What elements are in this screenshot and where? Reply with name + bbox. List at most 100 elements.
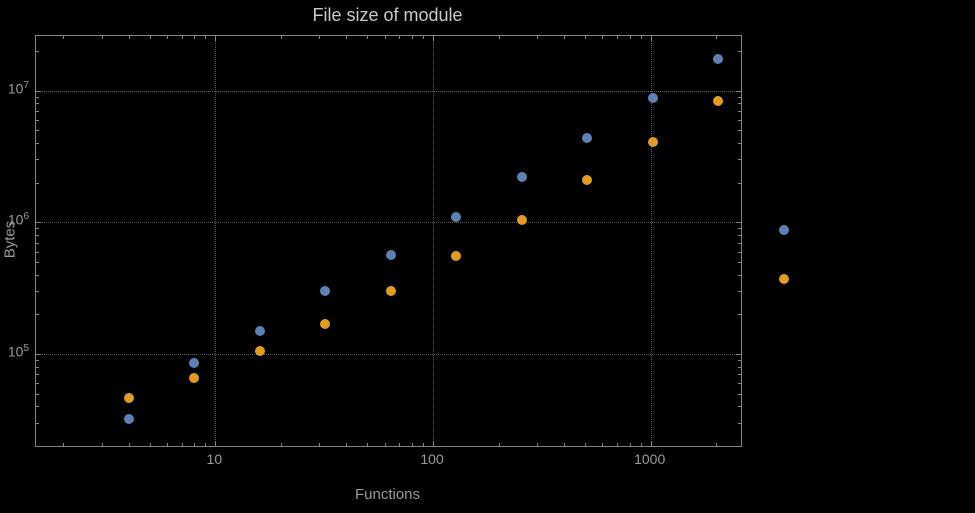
y-tick-mark xyxy=(738,383,741,385)
y-tick-label: 106 xyxy=(7,211,29,228)
y-tick-mark xyxy=(738,251,741,253)
data-point-series-blue xyxy=(582,132,593,143)
y-tick-mark xyxy=(738,119,741,121)
y-tick-mark xyxy=(36,130,39,132)
data-point-series-blue xyxy=(713,53,724,64)
y-tick-mark xyxy=(738,359,741,361)
x-tick-mark xyxy=(564,443,566,446)
y-axis-label: Bytes xyxy=(1,220,19,259)
data-point-series-blue xyxy=(254,325,265,336)
y-tick-mark xyxy=(36,182,39,184)
y-tick-mark xyxy=(738,261,741,263)
y-tick-mark xyxy=(36,353,41,355)
gridline-horizontal xyxy=(36,353,741,355)
y-tick-mark xyxy=(36,90,41,92)
x-axis-label: Functions xyxy=(354,486,421,503)
y-tick-mark xyxy=(36,366,39,368)
y-tick-mark xyxy=(36,96,39,98)
y-tick-mark xyxy=(36,242,39,244)
y-tick-mark xyxy=(738,291,741,293)
x-tick-mark xyxy=(205,443,207,446)
y-tick-mark xyxy=(738,182,741,184)
y-tick-mark xyxy=(738,235,741,237)
data-point-series-orange xyxy=(582,174,593,185)
gridline-vertical xyxy=(650,36,652,446)
y-tick-mark xyxy=(738,111,741,113)
x-tick-mark xyxy=(384,443,386,446)
x-tick-mark xyxy=(181,36,183,39)
x-tick-mark xyxy=(433,36,434,41)
x-tick-mark xyxy=(629,36,631,39)
x-tick-mark xyxy=(194,443,196,446)
x-tick-mark xyxy=(280,36,282,39)
y-tick-mark xyxy=(36,251,39,253)
x-tick-mark xyxy=(181,443,183,446)
gridline-horizontal xyxy=(36,222,741,224)
x-tick-mark xyxy=(640,443,642,446)
data-point-series-orange xyxy=(516,214,527,225)
y-tick-mark xyxy=(738,159,741,161)
x-tick-mark xyxy=(433,441,434,446)
x-tick-mark xyxy=(149,36,151,39)
data-point-series-blue xyxy=(516,172,527,183)
y-tick-mark xyxy=(738,130,741,132)
data-point-series-orange xyxy=(320,318,331,329)
x-tick-mark xyxy=(149,443,151,446)
x-tick-mark xyxy=(215,36,217,41)
y-tick-mark xyxy=(738,314,741,316)
data-point-series-blue xyxy=(778,224,789,235)
y-tick-mark xyxy=(738,374,741,376)
x-tick-label: 10 xyxy=(206,451,223,467)
y-tick-mark xyxy=(36,422,39,424)
data-point-series-blue xyxy=(320,286,331,297)
x-tick-mark xyxy=(585,36,587,39)
y-tick-mark xyxy=(738,422,741,424)
y-tick-mark xyxy=(36,291,39,293)
y-tick-mark xyxy=(738,143,741,145)
x-tick-mark xyxy=(716,36,718,39)
x-tick-mark xyxy=(384,36,386,39)
y-tick-label: 107 xyxy=(7,79,29,97)
x-tick-mark xyxy=(280,443,282,446)
x-tick-mark xyxy=(616,443,618,446)
x-tick-mark xyxy=(346,36,348,39)
gridline-vertical xyxy=(433,36,434,446)
x-tick-mark xyxy=(399,36,401,39)
x-tick-mark xyxy=(650,36,652,41)
y-tick-mark xyxy=(738,228,741,230)
x-tick-mark xyxy=(411,36,413,39)
x-tick-mark xyxy=(536,36,538,39)
x-tick-mark xyxy=(367,443,369,446)
y-tick-mark xyxy=(738,51,741,52)
y-tick-mark xyxy=(36,51,39,52)
x-tick-mark xyxy=(101,36,103,39)
x-tick-mark xyxy=(63,443,65,446)
data-point-series-orange xyxy=(713,96,724,107)
y-tick-mark xyxy=(736,353,741,355)
x-tick-mark xyxy=(319,36,321,39)
data-point-series-blue xyxy=(647,92,658,103)
data-point-series-orange xyxy=(123,393,134,404)
x-tick-mark xyxy=(128,36,130,39)
x-tick-mark xyxy=(411,443,413,446)
x-tick-mark xyxy=(101,443,103,446)
x-tick-mark xyxy=(640,36,642,39)
y-tick-mark xyxy=(36,314,39,316)
x-tick-mark xyxy=(215,441,217,446)
data-point-series-orange xyxy=(778,274,789,285)
y-tick-mark xyxy=(36,111,39,113)
y-tick-mark xyxy=(36,235,39,237)
x-tick-mark xyxy=(128,443,130,446)
y-tick-mark xyxy=(36,159,39,161)
y-tick-mark xyxy=(36,383,39,385)
x-tick-mark xyxy=(498,36,500,39)
y-tick-mark xyxy=(36,103,39,105)
x-tick-mark xyxy=(319,443,321,446)
x-tick-mark xyxy=(423,443,425,446)
x-tick-mark xyxy=(205,36,207,39)
y-tick-mark xyxy=(36,406,39,408)
x-tick-label: 100 xyxy=(420,451,444,467)
gridline-vertical xyxy=(215,36,217,446)
x-tick-mark xyxy=(346,443,348,446)
